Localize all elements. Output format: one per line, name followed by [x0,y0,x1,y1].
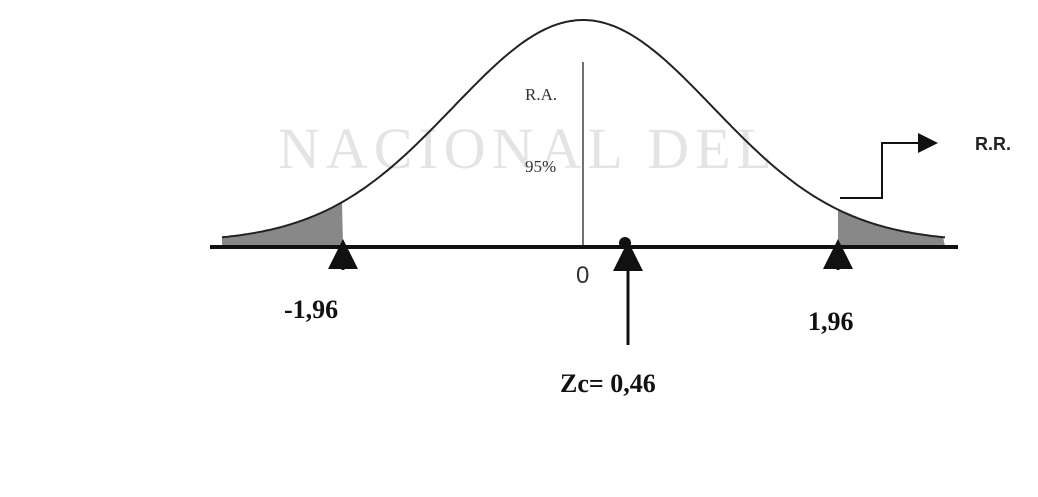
page: {"watermark": "NACIONAL DEL", "regions":… [0,0,1038,497]
acceptance-percent: 95% [525,157,556,176]
rejection-label: R.R. [975,134,1011,154]
left-critical-label: -1,96 [284,295,338,324]
rejection-pointer [840,143,928,198]
statistic-label: Zc= 0,46 [560,369,656,398]
right-critical-label: 1,96 [808,307,854,336]
statistic-point [619,237,631,249]
normal-curve-diagram: NACIONAL DEL R.A. 95% R.R. 0 -1,96 1,96 … [0,0,1038,497]
center-label: 0 [576,262,589,289]
left-rejection-area [222,202,343,246]
acceptance-label: R.A. [525,85,557,104]
